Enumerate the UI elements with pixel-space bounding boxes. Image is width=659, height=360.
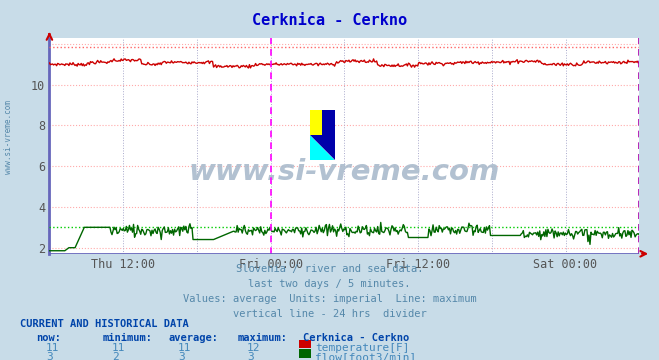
Bar <box>322 110 335 135</box>
Text: 3: 3 <box>178 352 185 360</box>
Text: 12: 12 <box>247 343 260 353</box>
Bar <box>310 110 322 135</box>
Text: minimum:: minimum: <box>102 333 152 343</box>
Text: 3: 3 <box>247 352 254 360</box>
Text: now:: now: <box>36 333 61 343</box>
Text: 3: 3 <box>46 352 53 360</box>
Text: www.si-vreme.com: www.si-vreme.com <box>188 158 500 186</box>
Text: last two days / 5 minutes.: last two days / 5 minutes. <box>248 279 411 289</box>
Text: Values: average  Units: imperial  Line: maximum: Values: average Units: imperial Line: ma… <box>183 294 476 304</box>
Text: 11: 11 <box>112 343 125 353</box>
Text: Cerknica - Cerkno: Cerknica - Cerkno <box>252 13 407 28</box>
Text: 2: 2 <box>112 352 119 360</box>
Text: Slovenia / river and sea data.: Slovenia / river and sea data. <box>236 264 423 274</box>
Text: 11: 11 <box>46 343 59 353</box>
Text: maximum:: maximum: <box>237 333 287 343</box>
Text: temperature[F]: temperature[F] <box>315 343 409 353</box>
Text: www.si-vreme.com: www.si-vreme.com <box>4 100 13 174</box>
Text: flow[foot3/min]: flow[foot3/min] <box>315 352 416 360</box>
Text: average:: average: <box>168 333 218 343</box>
Text: Cerknica - Cerkno: Cerknica - Cerkno <box>303 333 409 343</box>
Text: 11: 11 <box>178 343 191 353</box>
Text: CURRENT AND HISTORICAL DATA: CURRENT AND HISTORICAL DATA <box>20 319 188 329</box>
Polygon shape <box>310 135 335 160</box>
Polygon shape <box>310 135 335 160</box>
Text: vertical line - 24 hrs  divider: vertical line - 24 hrs divider <box>233 309 426 319</box>
